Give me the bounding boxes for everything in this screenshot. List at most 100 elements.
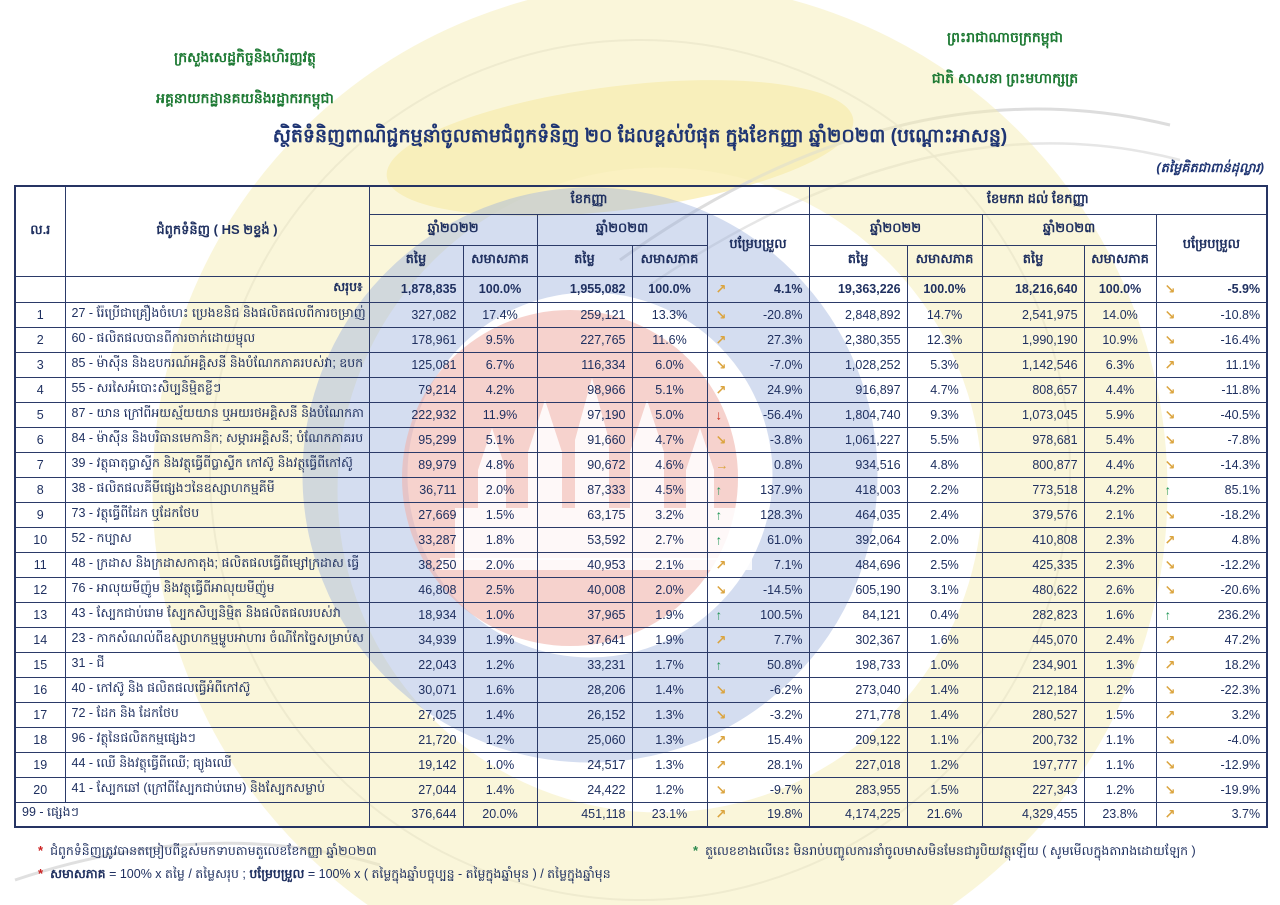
table-row: 16 40 - កៅស៊ូ និង ផលិតផលធ្វើអំពីកៅស៊ូ 30,0… bbox=[14, 676, 1268, 703]
table-row: 3 85 - ម៉ាស៊ីន និងឧបករណ៍អគ្គិសនី និងបំណែក… bbox=[14, 351, 1268, 378]
table-row: 7 39 - វត្ថុធាតុប្លាស្ទីក និងវត្ថុធ្វើពីប… bbox=[14, 451, 1268, 478]
table-row: 11 48 - ក្រដាស និងក្រដាសកាតុង; ផលិតផលធ្វើ… bbox=[14, 551, 1268, 578]
sep-2023-share: 1.2% bbox=[631, 776, 708, 803]
total-ytd-2022-share: 100.0% bbox=[906, 275, 983, 303]
commodity-label: 60 - ផលិតផលបានពីការចាក់ដោយម្ជុល bbox=[64, 326, 370, 353]
group-header-september: ខែកញ្ញា bbox=[368, 185, 810, 215]
sep-2022-share: 11.9% bbox=[462, 401, 538, 428]
row-number: 19 bbox=[14, 751, 66, 778]
sep-2022-share: 1.2% bbox=[462, 651, 538, 678]
ytd-change: ↑ 85.1% bbox=[1155, 476, 1268, 503]
trend-arrow-icon: ↘ bbox=[1164, 457, 1176, 472]
total-ytd-2022-value: 19,363,226 bbox=[808, 275, 908, 303]
sep-2023-share: 1.3% bbox=[631, 726, 708, 753]
total-sep-change: ↗ 4.1% bbox=[706, 275, 810, 303]
sub-header-share: សមាសភាគ bbox=[462, 244, 538, 277]
commodity-label: 52 - កប្បាស bbox=[64, 526, 370, 553]
sub-header-share: សមាសភាគ bbox=[631, 244, 708, 277]
ytd-2022-value: 302,367 bbox=[808, 626, 908, 653]
ytd-2022-share: 3.1% bbox=[906, 576, 983, 603]
row-number: 7 bbox=[14, 451, 66, 478]
sep-2022-value: 89,979 bbox=[368, 451, 464, 478]
commodity-label: 31 - ជី bbox=[64, 651, 370, 678]
ytd-2022-value: 2,380,355 bbox=[808, 326, 908, 353]
sep-2022-value: 30,071 bbox=[368, 676, 464, 703]
ytd-2023-share: 2.3% bbox=[1083, 551, 1157, 578]
footnote-formula: * សមាសភាគ = 100% x តម្លៃ / តម្លៃសរុប ; បម… bbox=[38, 866, 611, 881]
sep-change: ↗ 15.4% bbox=[706, 726, 810, 753]
ytd-2022-value: 934,516 bbox=[808, 451, 908, 478]
sep-2023-share: 1.7% bbox=[631, 651, 708, 678]
sep-2022-value: 178,961 bbox=[368, 326, 464, 353]
sep-2023-share: 2.7% bbox=[631, 526, 708, 553]
sep-change: ↗ 24.9% bbox=[706, 376, 810, 403]
row-number: 20 bbox=[14, 776, 66, 803]
ytd-change: ↗ 4.8% bbox=[1155, 526, 1268, 553]
others-ytd-change: ↗ 3.7% bbox=[1155, 801, 1268, 828]
trend-arrow-icon: ↘ bbox=[715, 432, 727, 447]
trend-arrow-icon: ↗ bbox=[715, 732, 727, 747]
ytd-change: ↘ -18.2% bbox=[1155, 501, 1268, 528]
trend-arrow-icon: ↘ bbox=[1164, 582, 1176, 597]
trend-arrow-icon: ↗ bbox=[715, 757, 727, 772]
ytd-2022-value: 916,897 bbox=[808, 376, 908, 403]
ytd-2023-value: 1,142,546 bbox=[981, 351, 1085, 378]
commodity-label: 84 - ម៉ាស៊ីន និងបរិធានមេកានិក; សម្ភារអគ្… bbox=[64, 426, 370, 453]
ytd-2022-share: 2.4% bbox=[906, 501, 983, 528]
ytd-2022-value: 1,061,227 bbox=[808, 426, 908, 453]
trend-arrow-icon: ↗ bbox=[1164, 632, 1176, 647]
sep-2023-share: 5.1% bbox=[631, 376, 708, 403]
ytd-2022-share: 5.3% bbox=[906, 351, 983, 378]
sep-2023-share: 5.0% bbox=[631, 401, 708, 428]
commodity-label: 39 - វត្ថុធាតុប្លាស្ទីក និងវត្ថុធ្វើពីប្… bbox=[64, 451, 370, 478]
ytd-change: ↘ -40.5% bbox=[1155, 401, 1268, 428]
row-number: 12 bbox=[14, 576, 66, 603]
sub-header-value: តម្លៃ bbox=[808, 244, 908, 277]
commodity-label: 73 - វត្ថុធ្វើពីដែក ឬដែកថែប bbox=[64, 501, 370, 528]
ytd-2023-value: 800,877 bbox=[981, 451, 1085, 478]
trend-arrow-icon: ↘ bbox=[715, 682, 727, 697]
row-number: 13 bbox=[14, 601, 66, 628]
ytd-2023-value: 480,622 bbox=[981, 576, 1085, 603]
sep-2023-value: 24,517 bbox=[536, 751, 633, 778]
sep-2023-share: 6.0% bbox=[631, 351, 708, 378]
ytd-2023-value: 282,823 bbox=[981, 601, 1085, 628]
commodity-label: 96 - វត្ថុនៃផលិតកម្មផ្សេងៗ bbox=[64, 726, 370, 753]
sep-2022-share: 1.2% bbox=[462, 726, 538, 753]
trend-arrow-icon: ↑ bbox=[1164, 607, 1172, 622]
ytd-2023-share: 2.6% bbox=[1083, 576, 1157, 603]
table-row: 4 55 - សរសៃអំបោះសិប្បនិម្មិតខ្លីៗ 79,214 4.… bbox=[14, 376, 1268, 403]
sep-change: ↘ -3.8% bbox=[706, 426, 810, 453]
year-header-2022-sep: ឆ្នាំ២០២២ bbox=[368, 213, 538, 246]
sep-2023-value: 26,152 bbox=[536, 701, 633, 728]
year-header-2023-sep: ឆ្នាំ២០២៣ bbox=[536, 213, 708, 246]
ytd-2022-share: 4.8% bbox=[906, 451, 983, 478]
sep-2023-value: 37,641 bbox=[536, 626, 633, 653]
sep-2023-share: 2.0% bbox=[631, 576, 708, 603]
sep-2023-share: 1.4% bbox=[631, 676, 708, 703]
row-number: 8 bbox=[14, 476, 66, 503]
sep-2022-share: 1.0% bbox=[462, 601, 538, 628]
total-sep-2023-share: 100.0% bbox=[631, 275, 708, 303]
ytd-2023-share: 1.1% bbox=[1083, 726, 1157, 753]
ministry-line-2: អគ្គនាយកដ្ឋានគយនិងរដ្ឋាករកម្ពុជា bbox=[156, 90, 334, 106]
sep-2022-value: 38,250 bbox=[368, 551, 464, 578]
total-ytd-change: ↘ -5.9% bbox=[1155, 275, 1268, 303]
commodity-label: 55 - សរសៃអំបោះសិប្បនិម្មិតខ្លីៗ bbox=[64, 376, 370, 403]
commodity-label: 40 - កៅស៊ូ និង ផលិតផលធ្វើអំពីកៅស៊ូ bbox=[64, 676, 370, 703]
ytd-2022-share: 5.5% bbox=[906, 426, 983, 453]
sep-2022-value: 327,082 bbox=[368, 301, 464, 328]
trend-arrow-icon: ↗ bbox=[715, 806, 727, 822]
sep-2022-value: 19,142 bbox=[368, 751, 464, 778]
sep-2023-value: 227,765 bbox=[536, 326, 633, 353]
commodity-label: 43 - ស្បែកជាប់រោម ស្បែកសិប្បនិម្មិត និងផ… bbox=[64, 601, 370, 628]
footnote-bullet-icon: * bbox=[38, 843, 44, 858]
ytd-change: ↘ -22.3% bbox=[1155, 676, 1268, 703]
sep-2022-share: 2.5% bbox=[462, 576, 538, 603]
trend-arrow-icon: ↘ bbox=[1164, 407, 1176, 422]
trend-arrow-icon: ↘ bbox=[1164, 432, 1176, 447]
sep-change: ↗ 7.7% bbox=[706, 626, 810, 653]
sep-2023-share: 3.2% bbox=[631, 501, 708, 528]
sep-change: ↑ 50.8% bbox=[706, 651, 810, 678]
row-number: 1 bbox=[14, 301, 66, 328]
